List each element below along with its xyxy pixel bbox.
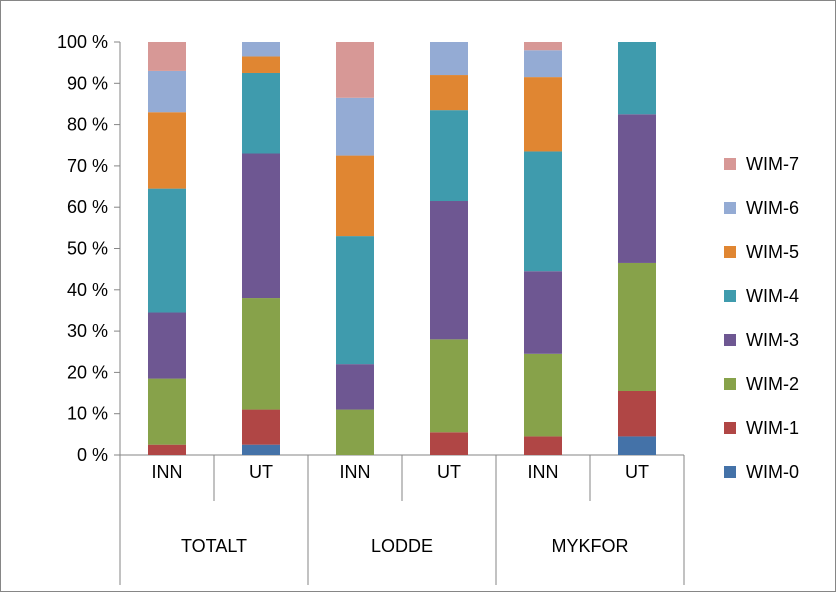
y-tick-label: 10 %	[67, 404, 108, 424]
x-category-label: INN	[152, 462, 183, 482]
bar-segment-wim-7	[524, 42, 562, 51]
bar-segment-wim-7	[148, 42, 186, 71]
bar-segment-wim-3	[336, 364, 374, 410]
legend-label: WIM-3	[746, 330, 799, 350]
bar-segment-wim-6	[430, 42, 468, 76]
bar-segment-wim-5	[242, 56, 280, 73]
legend-swatch	[724, 466, 736, 478]
x-category-label: UT	[437, 462, 461, 482]
y-tick-label: 0 %	[77, 445, 108, 465]
x-group-label: LODDE	[371, 536, 433, 556]
axis-labels: 0 % 10 % 20 % 30 % 40 % 50 % 60 % 70 % 80 % 90 % 1…	[57, 32, 649, 556]
bar-segment-wim-7	[336, 42, 374, 98]
bar-segment-wim-2	[242, 298, 280, 410]
bar-segment-wim-2	[336, 409, 374, 455]
bar-segment-wim-1	[148, 444, 186, 455]
legend-label: WIM-7	[746, 154, 799, 174]
axes	[114, 41, 685, 585]
bar-segment-wim-6	[336, 97, 374, 156]
legend-label: WIM-5	[746, 242, 799, 262]
x-group-label: MYKFOR	[551, 536, 628, 556]
bar-segment-wim-2	[148, 378, 186, 445]
bar-segment-wim-4	[430, 110, 468, 202]
bar-segment-wim-4	[336, 236, 374, 365]
legend-swatch	[724, 422, 736, 434]
bar-segment-wim-5	[524, 77, 562, 152]
y-tick-label: 40 %	[67, 280, 108, 300]
bar-segment-wim-3	[148, 312, 186, 379]
y-tick-label: 70 %	[67, 156, 108, 176]
x-category-label: UT	[625, 462, 649, 482]
y-tick-label: 20 %	[67, 362, 108, 382]
bar-segment-wim-0	[618, 436, 656, 455]
bar-segment-wim-0	[242, 444, 280, 455]
bar-segment-wim-4	[242, 72, 280, 154]
x-category-label: INN	[528, 462, 559, 482]
legend-swatch	[724, 334, 736, 346]
legend-swatch	[724, 290, 736, 302]
bar-segment-wim-3	[430, 201, 468, 340]
legend-label: WIM-6	[746, 198, 799, 218]
bar-segment-wim-2	[524, 353, 562, 437]
x-category-label: UT	[249, 462, 273, 482]
legend-label: WIM-2	[746, 374, 799, 394]
y-tick-label: 50 %	[67, 239, 108, 259]
y-tick-label: 30 %	[67, 321, 108, 341]
bar-segment-wim-4	[148, 188, 186, 313]
legend: WIM-7 WIM-6 WIM-5 WIM-4 WIM-3 WIM-2 WIM-1 WIM-0	[724, 154, 799, 482]
bar-segment-wim-2	[618, 262, 656, 391]
bar-segment-wim-6	[148, 70, 186, 113]
y-tick-label: 60 %	[67, 197, 108, 217]
y-tick-label: 90 %	[67, 73, 108, 93]
bars	[148, 42, 656, 455]
legend-swatch	[724, 378, 736, 390]
legend-swatch	[724, 246, 736, 258]
bar-segment-wim-6	[242, 42, 280, 57]
legend-label: WIM-4	[746, 286, 799, 306]
bar-segment-wim-1	[618, 390, 656, 437]
bar-segment-wim-3	[618, 114, 656, 263]
bar-segment-wim-3	[524, 271, 562, 354]
bar-segment-wim-5	[336, 155, 374, 237]
legend-label: WIM-1	[746, 418, 799, 438]
legend-swatch	[724, 202, 736, 214]
bar-segment-wim-3	[242, 153, 280, 299]
bar-segment-wim-1	[430, 432, 468, 455]
x-group-label: TOTALT	[181, 536, 247, 556]
y-tick-label: 100 %	[57, 32, 108, 52]
bar-segment-wim-1	[524, 436, 562, 455]
legend-swatch	[724, 158, 736, 170]
y-tick-label: 80 %	[67, 115, 108, 135]
legend-label: WIM-0	[746, 462, 799, 482]
bar-segment-wim-4	[524, 151, 562, 272]
bar-segment-wim-1	[242, 409, 280, 445]
bar-segment-wim-6	[524, 50, 562, 78]
bar-segment-wim-2	[430, 339, 468, 433]
bar-segment-wim-5	[148, 112, 186, 189]
bar-segment-wim-4	[618, 42, 656, 115]
x-category-label: INN	[340, 462, 371, 482]
bar-segment-wim-5	[430, 75, 468, 111]
